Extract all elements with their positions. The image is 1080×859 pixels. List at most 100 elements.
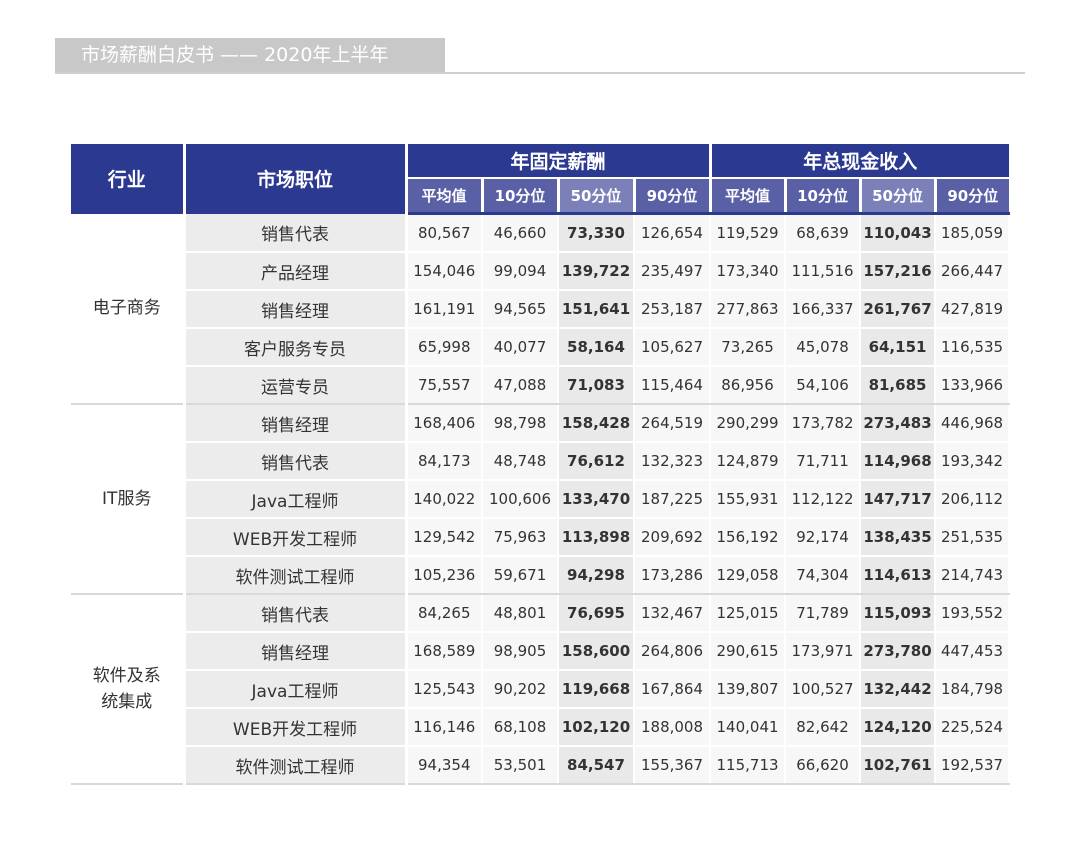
value-cell: 124,120 <box>860 708 937 747</box>
table-row: 软件测试工程师 105,236 59,671 94,298 173,286 129,058… <box>71 556 1011 595</box>
value-cell: 82,642 <box>785 708 862 747</box>
position-cell: 销售经理 <box>184 404 408 443</box>
value-cell: 45,078 <box>785 328 862 367</box>
value-cell: 273,780 <box>860 632 937 671</box>
value-cell: 264,806 <box>634 632 712 671</box>
position-cell: Java工程师 <box>184 480 408 519</box>
table-body: 电子商务 销售代表 80,567 46,660 73,330 126,654 119,529… <box>71 213 1011 785</box>
table-row: 客户服务专员 65,998 40,077 58,164 105,627 73,265 45,… <box>71 328 1011 367</box>
position-header: 市场职位 <box>184 144 408 214</box>
value-cell: 192,537 <box>935 746 1011 785</box>
position-cell: Java工程师 <box>184 670 408 709</box>
value-cell: 158,600 <box>558 632 635 671</box>
value-cell: 140,022 <box>406 480 483 519</box>
value-cell: 157,216 <box>860 252 937 291</box>
page-title: 市场薪酬白皮书 —— 2020年上半年 <box>55 38 445 73</box>
position-cell: WEB开发工程师 <box>184 518 408 557</box>
value-cell: 139,722 <box>558 252 635 291</box>
value-cell: 40,077 <box>482 328 559 367</box>
value-cell: 105,627 <box>634 328 712 367</box>
value-cell: 173,971 <box>785 632 862 671</box>
value-cell: 75,963 <box>482 518 559 557</box>
value-cell: 119,529 <box>710 213 787 253</box>
value-cell: 193,342 <box>935 442 1011 481</box>
position-cell: 销售代表 <box>184 213 408 253</box>
value-cell: 81,685 <box>860 366 937 405</box>
value-cell: 100,527 <box>785 670 862 709</box>
value-cell: 133,966 <box>935 366 1011 405</box>
value-cell: 138,435 <box>860 518 937 557</box>
value-cell: 155,367 <box>634 746 712 785</box>
value-cell: 98,798 <box>482 404 559 443</box>
position-cell: 销售代表 <box>184 594 408 633</box>
value-cell: 209,692 <box>634 518 712 557</box>
value-cell: 132,467 <box>634 594 712 633</box>
value-cell: 147,717 <box>860 480 937 519</box>
position-cell: WEB开发工程师 <box>184 708 408 747</box>
value-cell: 261,767 <box>860 290 937 329</box>
sub-header-total-p90: 90分位 <box>935 177 1010 215</box>
industry-label-line: 软件及系 <box>92 666 161 686</box>
value-cell: 75,557 <box>406 366 483 405</box>
value-cell: 290,299 <box>710 404 787 443</box>
value-cell: 264,519 <box>634 404 712 443</box>
value-cell: 64,151 <box>860 328 937 367</box>
value-cell: 84,547 <box>558 746 635 785</box>
value-cell: 447,453 <box>935 632 1011 671</box>
value-cell: 158,428 <box>558 404 635 443</box>
value-cell: 132,323 <box>634 442 712 481</box>
value-cell: 251,535 <box>935 518 1011 557</box>
position-cell: 产品经理 <box>184 252 408 291</box>
value-cell: 114,968 <box>860 442 937 481</box>
sub-header-fixed-p50: 50分位 <box>558 177 636 215</box>
value-cell: 139,807 <box>710 670 787 709</box>
value-cell: 156,192 <box>710 518 787 557</box>
value-cell: 47,088 <box>482 366 559 405</box>
industry-label-line: 统集成 <box>101 692 153 712</box>
value-cell: 110,043 <box>860 213 937 253</box>
value-cell: 168,406 <box>406 404 483 443</box>
value-cell: 53,501 <box>482 746 559 785</box>
value-cell: 74,304 <box>785 556 862 595</box>
value-cell: 114,613 <box>860 556 937 595</box>
fixed-salary-header: 年固定薪酬 <box>406 144 712 178</box>
value-cell: 71,711 <box>785 442 862 481</box>
value-cell: 184,798 <box>935 670 1011 709</box>
table-row: WEB开发工程师 116,146 68,108 102,120 188,008 140,0… <box>71 708 1011 747</box>
value-cell: 111,516 <box>785 252 862 291</box>
value-cell: 65,998 <box>406 328 483 367</box>
value-cell: 188,008 <box>634 708 712 747</box>
value-cell: 100,606 <box>482 480 559 519</box>
title-divider <box>55 72 1025 74</box>
position-cell: 销售经理 <box>184 632 408 671</box>
value-cell: 71,789 <box>785 594 862 633</box>
value-cell: 154,046 <box>406 252 483 291</box>
value-cell: 125,015 <box>710 594 787 633</box>
industry-cell: IT服务 <box>71 404 186 595</box>
value-cell: 99,094 <box>482 252 559 291</box>
value-cell: 277,863 <box>710 290 787 329</box>
value-cell: 48,801 <box>482 594 559 633</box>
value-cell: 273,483 <box>860 404 937 443</box>
table-row: 产品经理 154,046 99,094 139,722 235,497 173,340 11… <box>71 252 1011 291</box>
value-cell: 84,265 <box>406 594 483 633</box>
sub-header-total-mean: 平均值 <box>710 177 787 215</box>
value-cell: 266,447 <box>935 252 1011 291</box>
value-cell: 73,265 <box>710 328 787 367</box>
value-cell: 124,879 <box>710 442 787 481</box>
value-cell: 166,337 <box>785 290 862 329</box>
value-cell: 427,819 <box>935 290 1011 329</box>
value-cell: 76,695 <box>558 594 635 633</box>
value-cell: 119,668 <box>558 670 635 709</box>
value-cell: 132,442 <box>860 670 937 709</box>
position-cell: 运营专员 <box>184 366 408 405</box>
value-cell: 129,542 <box>406 518 483 557</box>
value-cell: 59,671 <box>482 556 559 595</box>
sub-header-total-p10: 10分位 <box>785 177 862 215</box>
value-cell: 84,173 <box>406 442 483 481</box>
value-cell: 133,470 <box>558 480 635 519</box>
salary-table: 行业 市场职位 年固定薪酬 年总现金收入 平均值 10分位 50分位 90分位 … <box>71 144 1011 785</box>
value-cell: 446,968 <box>935 404 1011 443</box>
total-cash-header: 年总现金收入 <box>710 144 1010 178</box>
value-cell: 173,286 <box>634 556 712 595</box>
